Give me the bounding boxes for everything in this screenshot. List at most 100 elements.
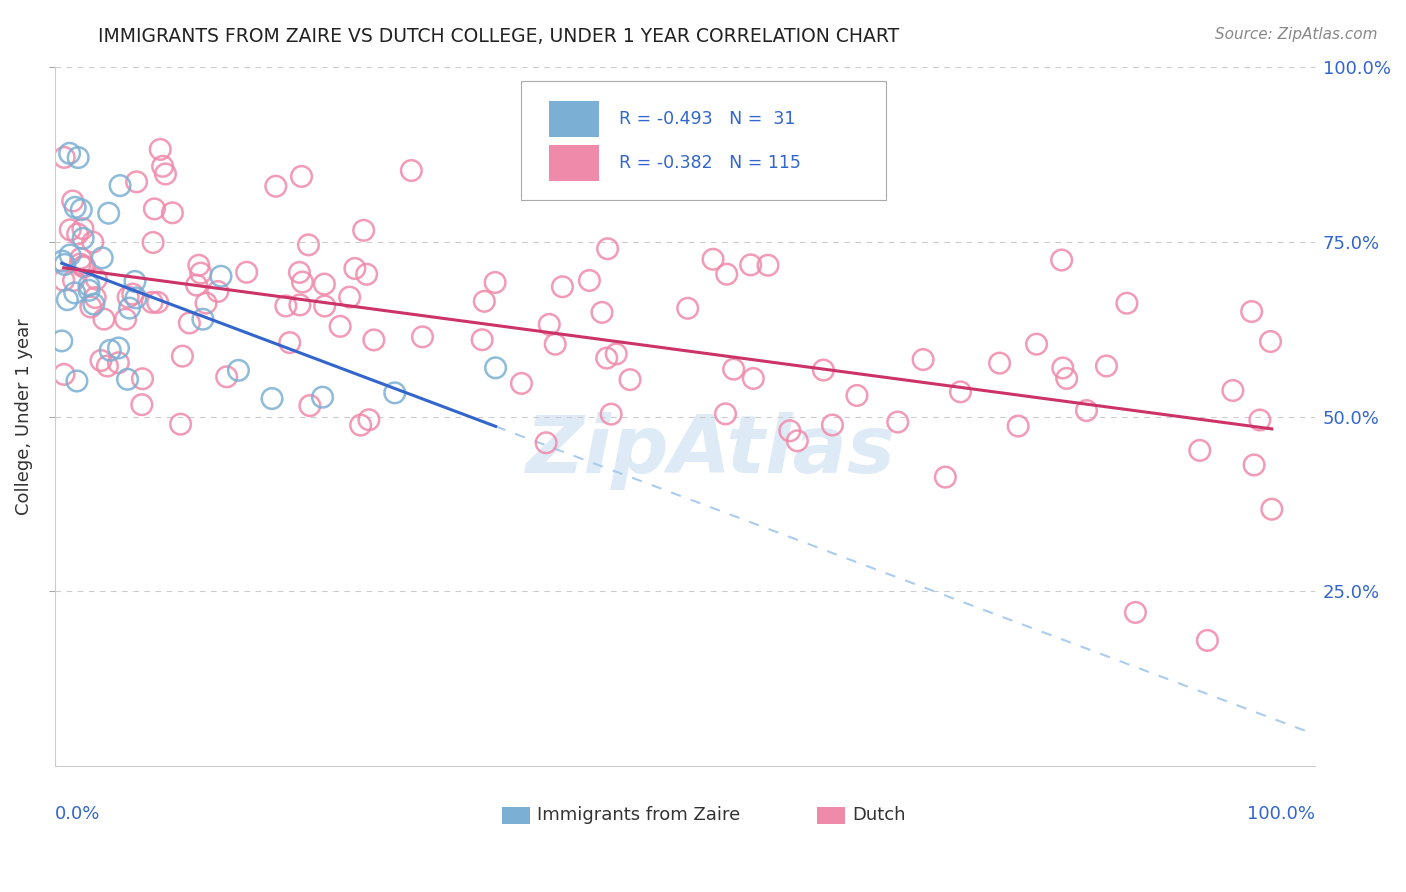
Point (51, 334, 73, 348)
Point (152, 159, 174, 173)
Point (786, 434, 808, 448)
Point (1125, 606, 1147, 620)
Y-axis label: College, Under 1 year: College, Under 1 year (15, 318, 32, 515)
Point (288, 265, 311, 279)
Point (274, 299, 297, 313)
Text: R = -0.493   N =  31: R = -0.493 N = 31 (619, 110, 796, 128)
Point (91, 251, 114, 265)
Point (260, 392, 283, 406)
Point (142, 235, 165, 250)
Point (90, 353, 112, 368)
Point (179, 316, 201, 330)
Point (314, 299, 336, 313)
Point (215, 369, 238, 384)
Point (600, 407, 623, 421)
Point (107, 356, 129, 370)
Point (77, 284, 100, 298)
Point (357, 413, 380, 427)
Text: 0.0%: 0.0% (55, 805, 100, 823)
Point (1056, 371, 1078, 385)
Point (290, 169, 312, 184)
Point (72, 221, 94, 235)
Point (124, 274, 146, 288)
Point (339, 290, 361, 304)
Point (934, 470, 956, 484)
Point (63, 200, 86, 214)
Point (59, 146, 82, 161)
Point (125, 291, 148, 305)
FancyBboxPatch shape (520, 80, 886, 200)
Point (117, 372, 139, 386)
Point (80, 300, 103, 314)
Point (73, 260, 96, 274)
Point (172, 349, 194, 363)
FancyBboxPatch shape (502, 806, 530, 824)
Point (84, 272, 107, 286)
Point (83, 297, 105, 311)
Point (70, 202, 93, 217)
Point (82, 235, 104, 250)
Point (988, 356, 1011, 370)
Text: 100.0%: 100.0% (1247, 805, 1315, 823)
Point (278, 335, 301, 350)
Point (1115, 296, 1137, 310)
Point (596, 351, 619, 365)
Point (716, 267, 738, 281)
Point (551, 279, 574, 293)
Point (93, 312, 115, 326)
Point (235, 265, 257, 279)
Point (162, 206, 184, 220)
Point (207, 285, 229, 299)
Point (114, 312, 136, 326)
Point (69, 252, 91, 266)
Point (169, 417, 191, 432)
Point (146, 295, 169, 310)
Point (72, 231, 94, 245)
Point (384, 385, 406, 400)
Point (544, 337, 567, 351)
Point (1007, 419, 1029, 434)
Point (472, 294, 495, 309)
Point (1261, 502, 1284, 516)
Point (291, 275, 314, 289)
Point (118, 301, 141, 315)
Point (53, 257, 76, 271)
Point (484, 276, 506, 290)
Point (619, 373, 641, 387)
Point (107, 341, 129, 355)
Text: R = -0.382   N = 115: R = -0.382 N = 115 (619, 154, 801, 172)
Point (63, 285, 86, 300)
Point (756, 258, 779, 272)
Text: Dutch: Dutch (852, 806, 905, 824)
Point (779, 424, 801, 438)
Point (1240, 304, 1263, 318)
Point (191, 312, 214, 326)
Point (1095, 359, 1118, 373)
Point (51, 254, 73, 268)
Point (411, 330, 433, 344)
Point (77, 278, 100, 293)
Point (714, 407, 737, 421)
Point (1025, 337, 1047, 351)
Point (209, 269, 232, 284)
Point (676, 301, 699, 316)
Point (264, 179, 287, 194)
Text: Source: ZipAtlas.com: Source: ZipAtlas.com (1215, 27, 1378, 42)
Point (887, 415, 910, 429)
Point (117, 290, 139, 304)
Point (742, 371, 765, 385)
Point (363, 333, 385, 347)
Point (350, 418, 373, 433)
Point (96, 359, 118, 373)
Point (98, 343, 121, 358)
Point (1243, 458, 1265, 472)
Point (1052, 361, 1074, 376)
Text: Immigrants from Zaire: Immigrants from Zaire (537, 806, 741, 824)
Point (314, 277, 336, 291)
FancyBboxPatch shape (548, 101, 599, 137)
Point (59, 248, 82, 262)
Point (62, 194, 84, 208)
Point (1050, 253, 1073, 268)
Point (343, 261, 366, 276)
Point (471, 333, 494, 347)
